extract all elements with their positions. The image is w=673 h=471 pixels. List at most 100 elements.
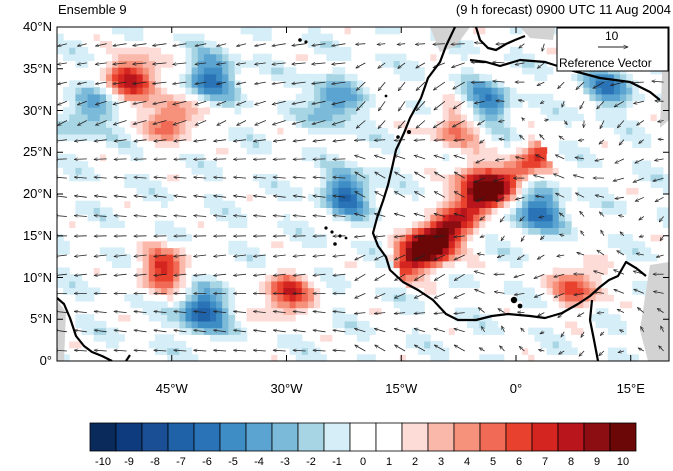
field-cell — [418, 220, 425, 228]
field-cell — [607, 140, 615, 148]
field-cell — [271, 240, 278, 249]
field-cell — [234, 147, 242, 155]
field-cell — [424, 133, 431, 142]
field-cell — [271, 180, 278, 188]
field-cell — [601, 147, 609, 155]
field-cell — [148, 167, 156, 175]
field-cell — [534, 40, 542, 48]
field-cell — [620, 100, 627, 108]
field-cell — [509, 167, 517, 175]
wind-vector — [173, 120, 187, 125]
field-cell — [460, 93, 468, 102]
field-cell — [516, 260, 523, 269]
wind-vector — [332, 120, 346, 125]
field-cell — [613, 354, 621, 361]
field-cell — [191, 67, 199, 75]
field-cell — [473, 320, 480, 329]
field-cell — [626, 187, 633, 195]
field-cell — [185, 207, 193, 215]
field-cell — [424, 60, 431, 68]
field-cell — [112, 247, 119, 255]
field-cell — [534, 200, 542, 208]
field-cell — [191, 53, 199, 61]
wind-vector — [521, 328, 525, 333]
field-cell — [442, 200, 450, 208]
field-cell — [516, 27, 523, 35]
field-cell — [467, 147, 474, 155]
field-cell — [136, 347, 144, 355]
field-cell — [283, 280, 291, 289]
wind-vector — [174, 196, 187, 198]
field-cell — [399, 294, 407, 302]
field-cell — [173, 53, 180, 61]
field-cell — [130, 40, 138, 48]
field-cell — [607, 120, 615, 128]
field-cell — [265, 314, 272, 322]
field-cell — [228, 207, 236, 215]
field-cell — [148, 133, 156, 142]
field-cell — [57, 47, 64, 55]
field-cell — [607, 314, 615, 322]
field-cell — [191, 73, 199, 82]
field-cell — [479, 100, 486, 108]
field-cell — [259, 314, 266, 322]
field-cell — [534, 327, 542, 335]
field-cell — [338, 113, 346, 122]
field-cell — [295, 100, 303, 108]
wind-vector — [398, 62, 406, 69]
field-cell — [314, 307, 321, 315]
wind-vector — [356, 62, 366, 69]
field-cell — [142, 300, 150, 309]
field-cell — [197, 127, 205, 135]
field-cell — [154, 294, 162, 302]
wind-vector — [454, 155, 465, 160]
field-cell — [216, 67, 223, 75]
field-cell — [405, 274, 413, 282]
field-cell — [289, 287, 297, 295]
field-cell — [491, 100, 499, 108]
field-cell — [436, 167, 444, 175]
field-cell — [552, 40, 560, 48]
field-cell — [589, 220, 597, 228]
field-cell — [540, 93, 548, 102]
wind-vector — [273, 216, 286, 217]
wind-vector — [94, 274, 107, 275]
field-cell — [203, 53, 211, 61]
field-cell — [356, 180, 364, 188]
field-cell — [424, 120, 431, 128]
wind-vector — [154, 311, 167, 312]
field-cell — [613, 87, 621, 95]
field-cell — [295, 347, 303, 355]
field-cell — [344, 160, 352, 168]
field-cell — [558, 314, 566, 322]
field-cell — [485, 247, 493, 255]
field-cell — [595, 314, 603, 322]
field-cell — [363, 147, 370, 155]
field-cell — [148, 240, 156, 249]
field-cell — [485, 187, 493, 195]
field-cell — [522, 67, 529, 75]
field-cell — [246, 147, 254, 155]
field-cell — [63, 47, 70, 55]
field-cell — [405, 67, 413, 75]
field-cell — [271, 113, 278, 122]
field-cell — [307, 314, 315, 322]
field-cell — [210, 67, 217, 75]
field-cell — [259, 120, 266, 128]
forecast-time-title: (9 h forecast) 0900 UTC 11 Aug 2004 — [455, 2, 671, 17]
field-cell — [583, 320, 590, 329]
field-cell — [638, 127, 646, 135]
field-cell — [601, 87, 609, 95]
field-cell — [307, 320, 315, 329]
field-cell — [246, 200, 254, 208]
field-cell — [632, 133, 639, 142]
field-cell — [485, 40, 493, 48]
field-cell — [112, 214, 119, 222]
field-cell — [381, 53, 389, 61]
field-cell — [412, 133, 419, 142]
field-cell — [607, 254, 615, 262]
field-cell — [167, 160, 174, 168]
field-cell — [69, 227, 76, 235]
field-cell — [460, 120, 468, 128]
field-cell — [522, 113, 529, 122]
